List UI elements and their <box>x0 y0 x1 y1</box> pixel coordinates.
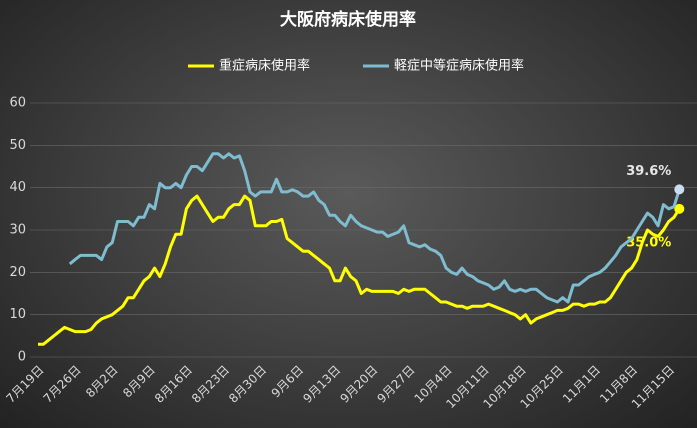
x-tick-label: 8月2日 <box>83 363 121 401</box>
x-tick-label: 8月30日 <box>226 363 269 406</box>
x-tick-label: 7月26日 <box>41 363 84 406</box>
y-tick-label: 0 <box>18 350 26 365</box>
series-line <box>68 152 681 304</box>
y-tick-label: 40 <box>9 180 26 195</box>
x-tick-label: 9月20日 <box>337 363 380 406</box>
y-tick-label: 20 <box>9 265 26 280</box>
data-label: 35.0% <box>626 235 671 250</box>
end-marker <box>674 203 685 214</box>
x-tick-label: 8月16日 <box>152 363 195 406</box>
y-tick-label: 30 <box>9 223 26 238</box>
y-tick-label: 50 <box>9 138 26 153</box>
y-tick-label: 10 <box>9 307 26 322</box>
data-label: 39.6% <box>626 164 671 179</box>
y-tick-label: 60 <box>9 96 26 111</box>
x-tick-label: 9月13日 <box>300 363 343 406</box>
end-marker <box>674 184 685 195</box>
series-line <box>38 194 681 346</box>
x-tick-label: 8月23日 <box>189 363 232 406</box>
legend-label: 軽症中等症病床使用率 <box>394 58 524 74</box>
x-tick-label: 9月27日 <box>375 363 418 406</box>
x-tick-label: 11月1日 <box>560 363 603 406</box>
chart-title: 大阪府病床使用率 <box>280 9 416 30</box>
legend-label: 重症病床使用率 <box>219 58 310 74</box>
x-tick-label: 7月19日 <box>4 363 47 406</box>
